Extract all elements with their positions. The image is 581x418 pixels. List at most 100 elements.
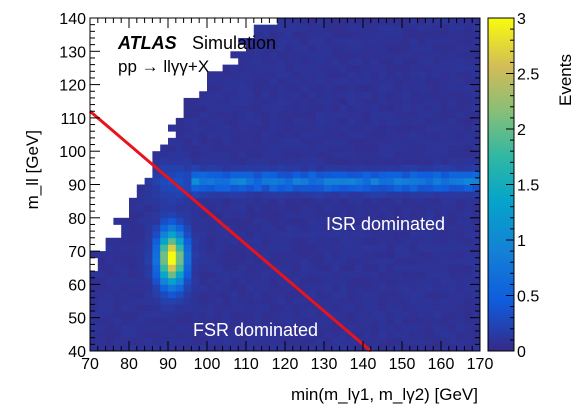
- heatmap-cell: [191, 211, 200, 219]
- heatmap-cell: [409, 91, 418, 99]
- heatmap-cell: [324, 164, 333, 172]
- heatmap-cell: [448, 211, 457, 219]
- y-tick-label: 110: [60, 111, 86, 128]
- heatmap-cell: [409, 37, 418, 46]
- heatmap-cell: [456, 211, 465, 219]
- x-tick-label: 110: [233, 356, 259, 373]
- heatmap-cell: [433, 57, 442, 66]
- heatmap-cell: [456, 277, 465, 285]
- heatmap-cell: [285, 57, 294, 66]
- heatmap-cell: [386, 177, 395, 185]
- heatmap-cell: [175, 311, 184, 319]
- heatmap-cell: [168, 304, 177, 312]
- heatmap-cell: [183, 224, 192, 232]
- heatmap-cell: [409, 191, 418, 199]
- heatmap-cell: [386, 337, 395, 345]
- heatmap-cell: [316, 311, 325, 319]
- heatmap-cell: [472, 177, 480, 185]
- heatmap-cell: [409, 244, 418, 252]
- heatmap-cell: [308, 144, 317, 152]
- heatmap-cell: [394, 257, 403, 265]
- heatmap-cell: [347, 291, 356, 299]
- heatmap-cell: [285, 164, 294, 172]
- heatmap-cell: [409, 224, 418, 232]
- heatmap-cell: [433, 284, 442, 292]
- heatmap-cell: [448, 171, 457, 179]
- heatmap-cell: [331, 331, 340, 339]
- heatmap-cell: [402, 164, 411, 172]
- heatmap-cell: [386, 344, 395, 351]
- heatmap-cell: [199, 271, 208, 279]
- heatmap-cell: [339, 317, 348, 325]
- heatmap-cell: [355, 31, 364, 39]
- heatmap-cell: [207, 171, 216, 179]
- heatmap-cell: [285, 37, 294, 46]
- heatmap-cell: [191, 311, 200, 319]
- heatmap-cell: [386, 131, 395, 139]
- heatmap-cell: [363, 184, 372, 192]
- heatmap-cell: [370, 77, 379, 85]
- heatmap-cell: [324, 84, 333, 92]
- heatmap-cell: [160, 344, 169, 351]
- heatmap-cell: [207, 304, 216, 312]
- heatmap-cell: [113, 311, 122, 319]
- heatmap-cell: [277, 324, 286, 332]
- heatmap-cell: [355, 164, 364, 172]
- heatmap-cell: [448, 151, 457, 159]
- heatmap-cell: [230, 271, 239, 279]
- heatmap-cell: [331, 284, 340, 292]
- heatmap-cell: [464, 237, 473, 245]
- heatmap-cell: [417, 304, 426, 312]
- heatmap-cell: [456, 231, 465, 239]
- heatmap-cell: [292, 104, 301, 112]
- heatmap-cell: [363, 97, 372, 105]
- heatmap-cell: [160, 217, 169, 225]
- heatmap-cell: [378, 344, 387, 351]
- heatmap-cell: [339, 84, 348, 92]
- heatmap-cell: [269, 97, 278, 105]
- heatmap-cell: [409, 197, 418, 205]
- heatmap-cell: [316, 144, 325, 152]
- heatmap-cell: [394, 337, 403, 345]
- heatmap-cell: [441, 151, 450, 159]
- heatmap-cell: [347, 24, 356, 32]
- heatmap-cell: [300, 211, 309, 219]
- heatmap-cell: [253, 197, 262, 205]
- heatmap-cell: [230, 224, 239, 232]
- heatmap-cell: [136, 264, 145, 272]
- heatmap-cell: [253, 204, 262, 212]
- heatmap-cell: [199, 97, 208, 105]
- heatmap-cell: [97, 311, 106, 319]
- heatmap-cell: [425, 111, 434, 119]
- heatmap-cell: [316, 84, 325, 92]
- heatmap-cell: [425, 18, 434, 26]
- heatmap-cell: [269, 344, 278, 351]
- heatmap-cell: [324, 37, 333, 46]
- heatmap-cell: [339, 64, 348, 72]
- heatmap-cell: [386, 317, 395, 325]
- heatmap-cell: [347, 217, 356, 225]
- heatmap-cell: [214, 144, 223, 152]
- heatmap-cell: [417, 344, 426, 351]
- heatmap-cell: [456, 71, 465, 79]
- heatmap-cell: [355, 44, 364, 52]
- heatmap-cell: [409, 271, 418, 279]
- divider-line: [89, 110, 372, 353]
- heatmap-cell: [152, 211, 161, 219]
- heatmap-cell: [105, 264, 114, 272]
- heatmap-cell: [175, 204, 184, 212]
- heatmap-cell: [261, 331, 270, 339]
- heatmap-cell: [292, 337, 301, 345]
- heatmap-cell: [160, 191, 169, 199]
- heatmap-cell: [261, 177, 270, 185]
- heatmap-cell: [456, 324, 465, 332]
- heatmap-cell: [136, 197, 145, 205]
- heatmap-cell: [300, 71, 309, 79]
- heatmap-cell: [230, 277, 239, 285]
- heatmap-cell: [292, 271, 301, 279]
- heatmap-cell: [425, 157, 434, 165]
- heatmap-cell: [331, 277, 340, 285]
- heatmap-cell: [308, 317, 317, 325]
- heatmap-cell: [363, 191, 372, 199]
- heatmap-cell: [331, 157, 340, 165]
